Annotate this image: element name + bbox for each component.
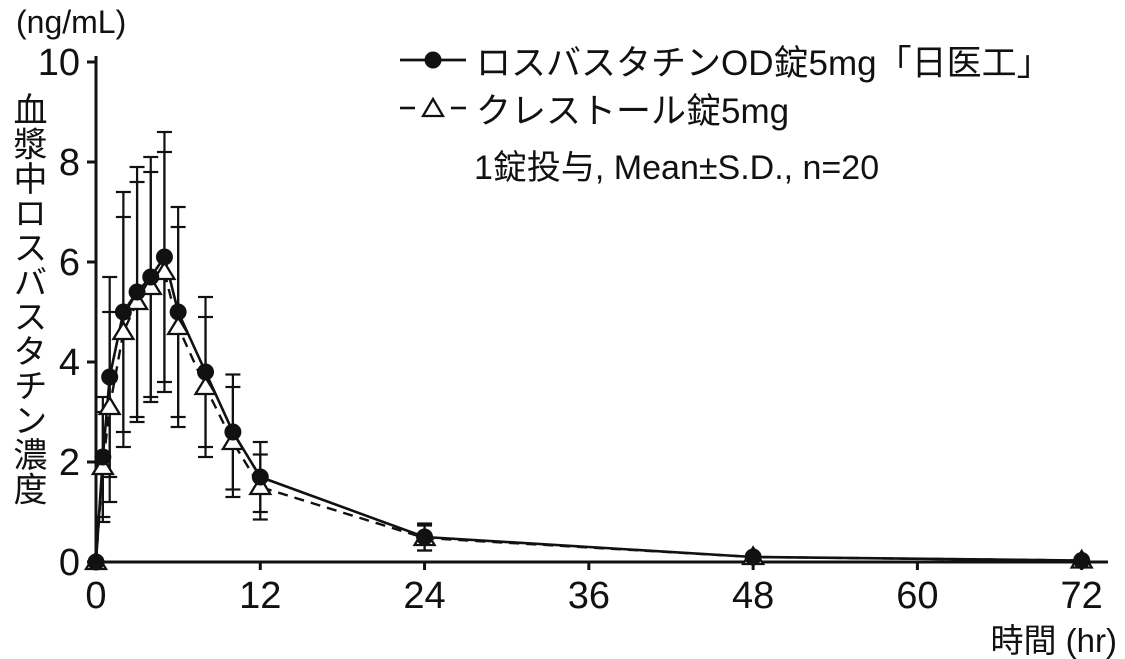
- series-crestor-marker: [97, 395, 122, 416]
- legend-series2-label: クレストール錠5mg: [476, 91, 790, 131]
- x-tick-label: 72: [1061, 575, 1103, 617]
- y-tick-label: 8: [59, 142, 80, 184]
- y-tick-label: 4: [59, 342, 80, 384]
- y-axis-unit-label: (ng/mL): [16, 4, 127, 40]
- series-od-line: [94, 253, 1082, 563]
- series-crestor-marker: [90, 455, 115, 476]
- x-tick-label: 24: [403, 575, 445, 617]
- series-crestor-marker: [152, 260, 177, 281]
- y-tick-label: 10: [38, 42, 80, 84]
- series-od-marker: [197, 363, 215, 381]
- series-od-marker: [224, 423, 242, 441]
- series-od-marker: [744, 548, 762, 566]
- series-od-marker: [114, 303, 132, 321]
- series-crestor-marker: [138, 275, 163, 296]
- series-od-marker: [416, 528, 434, 546]
- series-crestor-marker: [111, 320, 136, 341]
- series-od-marker: [94, 448, 112, 466]
- series-od-marker: [87, 553, 105, 571]
- x-tick-label: 0: [85, 575, 106, 617]
- series-od-marker: [155, 248, 173, 266]
- legend-row-crestor: クレストール錠5mg: [398, 84, 1052, 132]
- x-tick-label: 12: [239, 575, 281, 617]
- series-od-marker: [142, 268, 160, 286]
- open-triangle-dashed-line-icon: [400, 96, 466, 118]
- series-crestor-marker: [125, 290, 150, 311]
- legend-note: 1錠投与, Mean±S.D., n=20: [474, 149, 880, 187]
- series-od-marker: [169, 303, 187, 321]
- x-tick-label: 36: [568, 575, 610, 617]
- series-crestor-marker: [166, 315, 191, 336]
- legend-row-od: ロスバスタチンOD錠5mg「日医工」: [398, 36, 1052, 84]
- filled-circle-solid-line-icon: [400, 51, 466, 69]
- series-od-marker: [1073, 552, 1091, 569]
- x-axis-title: 時間 (hr): [990, 622, 1118, 659]
- series-crestor-marker: [248, 475, 273, 496]
- y-tick-label: 2: [59, 442, 80, 484]
- legend: ロスバスタチンOD錠5mg「日医工」 クレストール錠5mg 1錠投与, Mean…: [398, 36, 1052, 189]
- y-tick-label: 6: [59, 242, 80, 284]
- x-tick-label: 60: [896, 575, 938, 617]
- series-crestor-marker: [193, 375, 218, 396]
- y-tick-label: 0: [59, 542, 80, 584]
- series-crestor-line: [94, 269, 1082, 563]
- series-crestor-marker: [220, 430, 245, 451]
- x-tick-label: 48: [732, 575, 774, 617]
- legend-series1-label: ロスバスタチンOD錠5mg「日医工」: [476, 43, 1052, 83]
- series-od-marker: [128, 283, 146, 301]
- series-od-marker: [101, 368, 119, 386]
- y-axis-title: 血漿中ロスバスタチン濃度: [8, 92, 46, 506]
- series-od-marker: [251, 468, 269, 486]
